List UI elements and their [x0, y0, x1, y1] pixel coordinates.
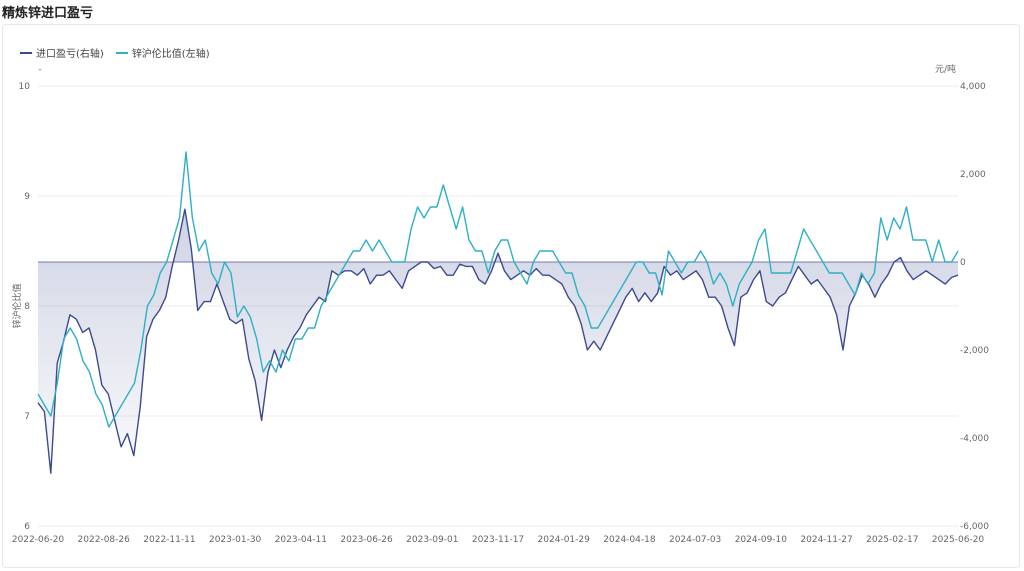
x-tick-label: 2025-02-17	[866, 535, 918, 545]
x-tick-label: 2024-11-27	[800, 535, 852, 545]
left-axis-unit: -	[38, 65, 41, 75]
right-tick-label: -6,000	[960, 522, 989, 532]
page-title: 精炼锌进口盈亏	[2, 6, 94, 21]
x-tick-label: 2023-09-01	[406, 535, 458, 545]
right-tick-label: -4,000	[960, 434, 989, 444]
x-tick-label: 2022-08-26	[78, 535, 131, 545]
series-line-import-profit	[37, 208, 959, 474]
right-axis-unit: 元/吨	[935, 63, 956, 75]
left-axis-name: 锌沪伦比值	[11, 283, 23, 328]
x-tick-label: 2022-11-11	[143, 535, 195, 545]
left-tick-label: 10	[19, 82, 31, 92]
series-line-ratio	[37, 151, 959, 428]
legend-item-import-profit[interactable]: 进口盈亏(右轴)	[20, 45, 104, 60]
chart-legend: 进口盈亏(右轴) 锌沪伦比值(左轴)	[20, 45, 210, 60]
left-tick-label: 7	[24, 412, 30, 422]
series-area-import-profit	[38, 209, 958, 474]
x-tick-label: 2023-11-17	[472, 535, 524, 545]
x-tick-label: 2023-04-11	[275, 535, 327, 545]
left-tick-label: 8	[24, 302, 30, 312]
legend-label-ratio: 锌沪伦比值(左轴)	[131, 49, 210, 60]
legend-swatch-ratio	[115, 51, 128, 54]
x-tick-label: 2024-09-10	[735, 535, 788, 545]
x-tick-label: 2025-06-20	[932, 535, 985, 545]
right-tick-label: 2,000	[960, 170, 986, 180]
left-tick-label: 9	[24, 192, 30, 202]
legend-label-import-profit: 进口盈亏(右轴)	[36, 49, 104, 60]
x-tick-label: 2024-07-03	[669, 535, 721, 545]
left-tick-label: 6	[24, 522, 30, 532]
legend-item-ratio[interactable]: 锌沪伦比值(左轴)	[115, 45, 210, 60]
x-tick-label: 2023-06-26	[340, 535, 393, 545]
x-tick-label: 2024-01-29	[538, 535, 591, 545]
x-tick-label: 2024-04-18	[603, 535, 656, 545]
legend-swatch-import-profit	[20, 51, 32, 54]
right-tick-label: -2,000	[960, 346, 989, 356]
right-tick-label: 4,000	[960, 82, 986, 92]
right-tick-label: 0	[960, 258, 966, 268]
x-tick-label: 2023-01-30	[209, 535, 262, 545]
x-tick-label: 2022-06-20	[12, 535, 65, 545]
